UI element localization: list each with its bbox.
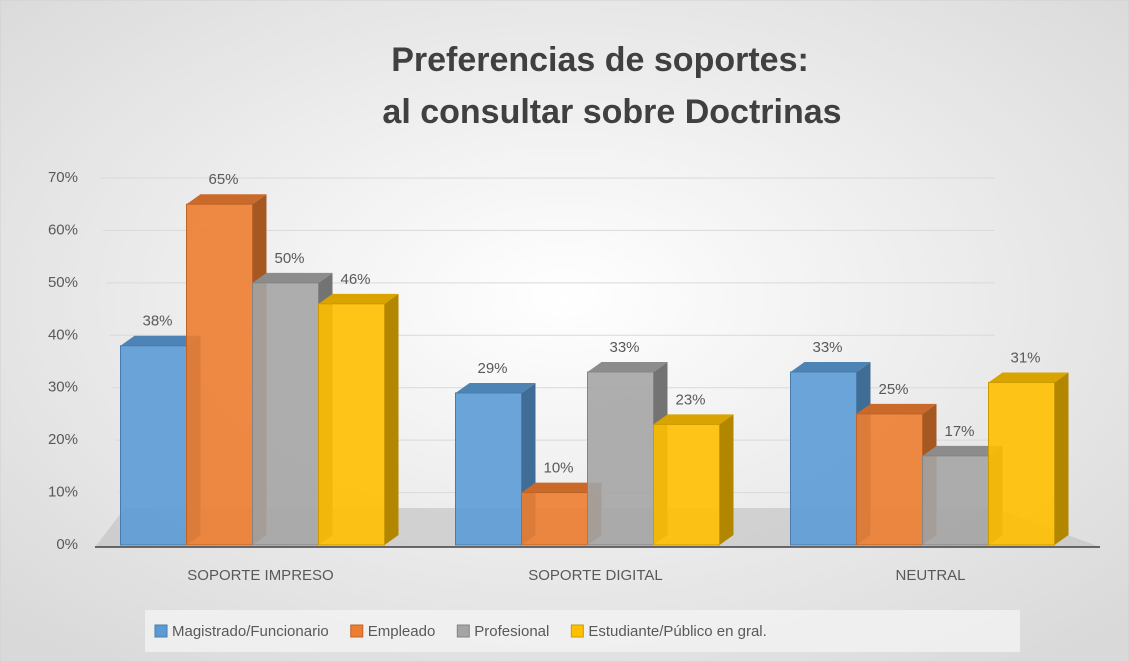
bar-side — [384, 293, 399, 545]
value-label: 33% — [609, 339, 639, 356]
value-label: 38% — [142, 313, 172, 330]
y-tick-label: 30% — [48, 379, 78, 396]
bar — [988, 381, 1055, 546]
x-tick-label: NEUTRAL — [895, 567, 965, 584]
y-tick-label: 20% — [48, 431, 78, 448]
value-label: 50% — [274, 250, 304, 267]
y-tick-label: 60% — [48, 221, 78, 238]
value-label: 46% — [340, 271, 370, 288]
legend-swatch — [350, 624, 364, 638]
value-label: 23% — [675, 391, 705, 408]
value-label: 25% — [878, 381, 908, 398]
y-tick-label: 40% — [48, 326, 78, 343]
bar — [455, 392, 522, 546]
bar — [790, 371, 857, 546]
bar — [252, 282, 319, 546]
bar-top — [252, 272, 333, 283]
legend-label: Magistrado/Funcionario — [172, 623, 329, 640]
x-tick-label: SOPORTE DIGITAL — [528, 567, 662, 584]
bar-top — [922, 445, 1003, 456]
bar — [856, 413, 923, 546]
chart-title: al consultar sobre Doctrinas — [382, 93, 841, 131]
bar — [120, 345, 187, 546]
bar-side — [1054, 372, 1069, 545]
bar — [922, 455, 989, 546]
bar — [318, 303, 385, 546]
legend-swatch — [570, 624, 584, 638]
value-label: 10% — [543, 460, 573, 477]
bar-top — [587, 361, 668, 372]
chart-title: Preferencias de soportes: — [391, 41, 809, 79]
bar-top — [186, 194, 267, 205]
y-tick-label: 70% — [48, 169, 78, 186]
bar-top — [120, 335, 201, 346]
bar — [186, 203, 253, 546]
bar-top — [856, 403, 937, 414]
bar — [653, 423, 720, 546]
legend-label: Profesional — [474, 623, 549, 640]
y-tick-label: 10% — [48, 484, 78, 501]
bar-top — [653, 414, 734, 425]
bar-top — [455, 382, 536, 393]
bar — [521, 492, 588, 546]
bar — [587, 371, 654, 546]
value-label: 65% — [208, 171, 238, 188]
legend-label: Estudiante/Público en gral. — [588, 623, 766, 640]
legend-swatch — [154, 624, 168, 638]
bar-top — [318, 293, 399, 304]
legend-label: Empleado — [368, 623, 436, 640]
value-label: 33% — [812, 339, 842, 356]
legend-swatch — [456, 624, 470, 638]
value-label: 31% — [1010, 349, 1040, 366]
bar-side — [719, 414, 734, 545]
bar-top — [790, 361, 871, 372]
value-label: 29% — [477, 360, 507, 377]
y-tick-label: 50% — [48, 274, 78, 291]
x-tick-label: SOPORTE IMPRESO — [187, 567, 333, 584]
bar-top — [521, 482, 602, 493]
y-tick-label: 0% — [56, 536, 78, 553]
bar-top — [988, 372, 1069, 383]
value-label: 17% — [944, 423, 974, 440]
